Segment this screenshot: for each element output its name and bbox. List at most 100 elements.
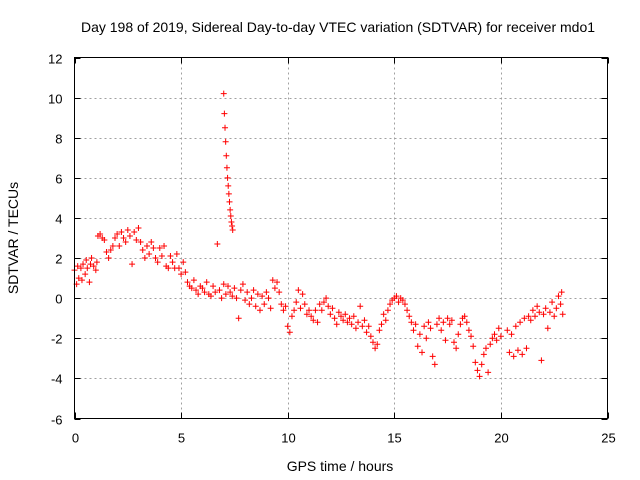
data-point (514, 347, 521, 354)
data-point (259, 293, 266, 300)
data-point (201, 289, 208, 296)
data-point (559, 311, 566, 318)
data-point (276, 289, 283, 296)
y-tick-label: -2 (51, 332, 63, 347)
data-point (416, 331, 423, 338)
data-point (220, 90, 227, 97)
data-point (387, 301, 394, 308)
data-point (323, 295, 330, 302)
data-point (421, 323, 428, 330)
data-point (320, 299, 327, 306)
data-point (480, 351, 487, 358)
data-point (229, 226, 236, 233)
data-point (423, 335, 430, 342)
data-point (527, 317, 534, 324)
data-point (482, 345, 489, 352)
data-point (468, 333, 475, 340)
data-point (88, 255, 95, 262)
data-point (150, 245, 157, 252)
data-point (254, 291, 261, 298)
data-point (169, 259, 176, 266)
data-point (355, 319, 362, 326)
data-point (444, 315, 451, 322)
data-point (440, 319, 447, 326)
data-point (227, 289, 234, 296)
x-tick-label: 25 (601, 431, 615, 446)
data-point (348, 321, 355, 328)
data-point (340, 317, 347, 324)
data-point (312, 307, 319, 314)
y-tick-label: 12 (48, 52, 62, 67)
data-point (131, 228, 138, 235)
data-point (474, 367, 481, 374)
data-point (214, 241, 221, 248)
data-point (180, 259, 187, 266)
data-point (425, 319, 432, 326)
data-point (382, 317, 389, 324)
data-point (152, 255, 159, 262)
data-point (165, 265, 172, 272)
data-point (374, 341, 381, 348)
data-point (361, 317, 368, 324)
data-point (82, 271, 89, 278)
data-point (497, 333, 504, 340)
data-point (401, 301, 408, 308)
data-point (512, 323, 519, 330)
data-point (365, 323, 372, 330)
data-point (250, 287, 257, 294)
data-point (227, 206, 234, 213)
data-point (427, 325, 434, 332)
data-point (154, 259, 161, 266)
data-point (455, 331, 462, 338)
data-point (442, 337, 449, 344)
data-point (404, 307, 411, 314)
y-tick-label: 8 (55, 132, 62, 147)
data-point (310, 317, 317, 324)
data-point (491, 331, 498, 338)
data-point (450, 339, 457, 346)
data-point (78, 277, 85, 284)
data-point (90, 263, 97, 270)
data-point (540, 311, 547, 318)
data-point (92, 267, 99, 274)
data-point (485, 369, 492, 376)
data-point (557, 301, 564, 308)
data-point (532, 313, 539, 320)
data-point (103, 249, 110, 256)
data-point (436, 315, 443, 322)
data-point (314, 319, 321, 326)
data-point (525, 313, 532, 320)
data-point (87, 261, 94, 268)
data-point (342, 311, 349, 318)
data-point (534, 303, 541, 310)
data-point (256, 307, 263, 314)
data-point (207, 293, 214, 300)
data-point (529, 307, 536, 314)
data-point (295, 287, 302, 294)
data-point (291, 307, 298, 314)
data-point (470, 343, 477, 350)
data-point (350, 313, 357, 320)
data-point (271, 285, 278, 292)
data-point (269, 277, 276, 284)
data-point (122, 239, 129, 246)
data-point (141, 255, 148, 262)
data-point (284, 323, 291, 330)
chart-title: Day 198 of 2019, Sidereal Day-to-day VTE… (81, 19, 595, 35)
data-point (544, 325, 551, 332)
data-point (83, 257, 90, 264)
data-point (193, 287, 200, 294)
data-point (161, 243, 168, 250)
y-tick-label: 2 (55, 252, 62, 267)
plot-frame (74, 57, 608, 419)
data-point (517, 319, 524, 326)
data-point (288, 313, 295, 320)
data-point (297, 305, 304, 312)
data-point (489, 335, 496, 342)
data-point (357, 303, 364, 310)
data-point (242, 297, 249, 304)
data-point (248, 295, 255, 302)
data-point (476, 373, 483, 380)
data-point (109, 243, 116, 250)
